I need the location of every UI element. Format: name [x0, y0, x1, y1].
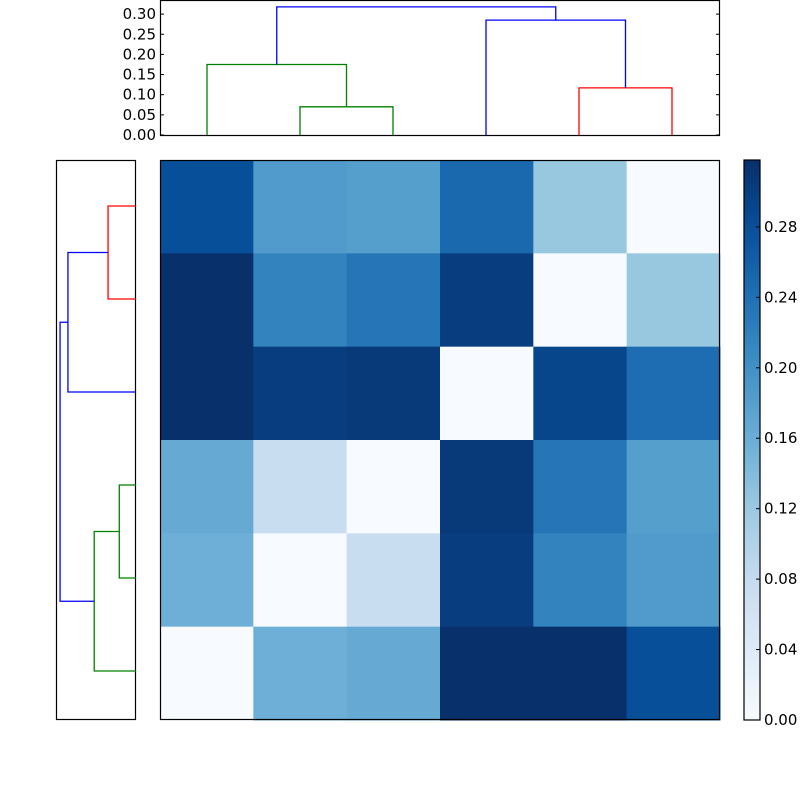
dendrogram-link: [59, 321, 95, 602]
heatmap-cell: [160, 346, 254, 441]
heatmap-cell: [346, 626, 441, 721]
left-dendrogram-frame: [55, 159, 137, 721]
heatmap-cell: [253, 440, 348, 534]
heatmap-cell: [253, 160, 348, 254]
heatmap-cell: [440, 160, 534, 254]
colorbar-tick-label: 0.24: [764, 288, 797, 306]
heatmap-cell: [253, 533, 348, 628]
heatmap-cell: [440, 346, 534, 441]
dendrogram-link: [67, 251, 136, 393]
heatmap-cell: [626, 533, 721, 628]
heatmap-cell: [160, 626, 254, 721]
colorbar-gradient: [743, 159, 761, 721]
colorbar-scale: 0.00 0.04 0.08 0.12 0.16 0.20 0.24 0.28: [743, 159, 797, 729]
dendrogram-link: [118, 484, 136, 579]
heatmap-cell: [346, 160, 441, 254]
dendrogram-link: [299, 106, 394, 135]
dendrogram-link: [276, 6, 557, 65]
colorbar-tick-label: 0.04: [764, 641, 797, 659]
dendrogram-link: [578, 87, 673, 135]
heatmap-cell: [346, 533, 441, 628]
left-dendrogram: [0, 150, 150, 750]
heatmap-cell: [626, 346, 721, 441]
y-tick-label: 0.00: [123, 126, 156, 144]
dendrogram-link: [93, 530, 136, 672]
colorbar-tick-label: 0.28: [764, 218, 797, 236]
heatmap-cell: [626, 160, 721, 254]
heatmap-cell: [533, 346, 628, 441]
heatmap-cell: [160, 533, 254, 628]
colorbar: 0.00 0.04 0.08 0.12 0.16 0.20 0.24 0.28: [730, 150, 800, 750]
heatmap-cell: [440, 440, 534, 534]
colorbar-tick-label: 0.16: [764, 429, 797, 447]
y-tick-label: 0.15: [123, 66, 156, 84]
heatmap-cell: [440, 253, 534, 348]
heatmap-cell: [253, 346, 348, 441]
heatmap-cell: [346, 346, 441, 441]
heatmap-cell: [533, 440, 628, 534]
heatmap-cell: [440, 626, 534, 721]
heatmap-cell: [160, 160, 254, 254]
heatmap-frame: [159, 159, 721, 721]
heatmap-cell: [160, 253, 254, 348]
heatmap-cell: [253, 626, 348, 721]
heatmap-cell: [440, 533, 534, 628]
heatmap-cell: [253, 253, 348, 348]
heatmap-cell: [626, 626, 721, 721]
left-dendrogram-plot: [55, 159, 137, 721]
y-tick-label: 0.20: [123, 45, 156, 63]
heatmap-cell: [533, 253, 628, 348]
top-dendrogram-frame: [159, 0, 721, 137]
y-tick-label: 0.05: [123, 106, 156, 124]
heatmap-matrix: [159, 159, 721, 721]
heatmap-cell: [533, 533, 628, 628]
heatmap-cell: [626, 440, 721, 534]
top-dendrogram-plot: 0.00 0.05 0.10 0.15 0.20 0.25 0.30: [123, 0, 721, 144]
heatmap-cell: [533, 626, 628, 721]
heatmap-cell: [346, 253, 441, 348]
dendrogram-link: [206, 63, 348, 135]
heatmap-cell: [626, 253, 721, 348]
colorbar-tick-label: 0.08: [764, 570, 797, 588]
dendrogram-link: [485, 19, 627, 135]
colorbar-tick-label: 0.20: [764, 359, 797, 377]
heatmap-cell: [346, 440, 441, 534]
heatmap: [150, 150, 730, 750]
colorbar-tick-label: 0.12: [764, 500, 797, 518]
y-tick-label: 0.25: [123, 25, 156, 43]
heatmap-cell: [160, 440, 254, 534]
colorbar-tick-label: 0.00: [764, 711, 797, 729]
dendrogram-link: [107, 205, 136, 300]
heatmap-cell: [533, 160, 628, 254]
top-dendrogram: 0.00 0.05 0.10 0.15 0.20 0.25 0.30: [0, 0, 800, 150]
y-tick-label: 0.10: [123, 86, 156, 104]
y-tick-label: 0.30: [123, 5, 156, 23]
